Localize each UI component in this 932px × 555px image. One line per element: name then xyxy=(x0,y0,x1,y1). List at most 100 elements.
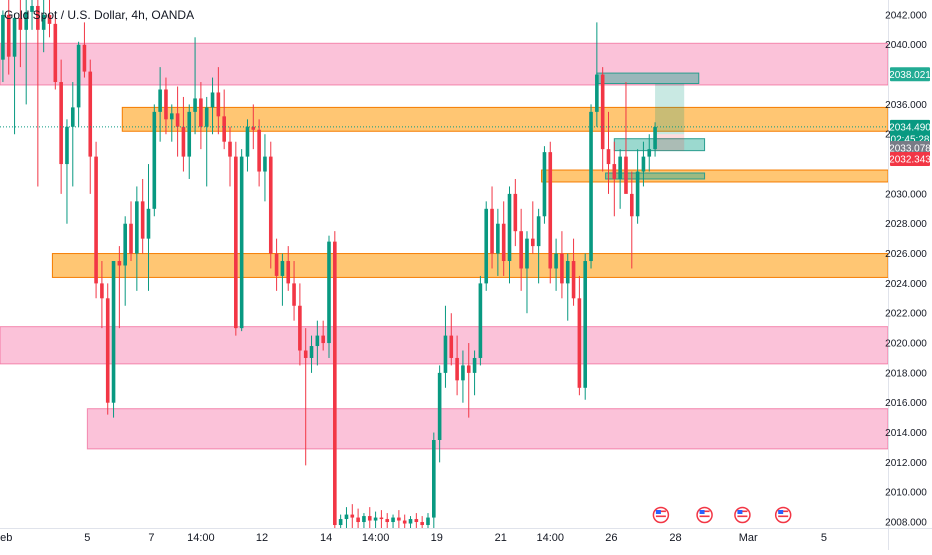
candle[interactable] xyxy=(6,0,11,75)
candle-body[interactable] xyxy=(70,107,75,127)
candle[interactable] xyxy=(583,253,588,400)
candle[interactable] xyxy=(30,0,34,30)
candle-body[interactable] xyxy=(298,305,302,351)
candle[interactable] xyxy=(397,510,401,528)
candle-body[interactable] xyxy=(53,23,58,83)
candle[interactable] xyxy=(228,126,232,187)
candle[interactable] xyxy=(513,178,518,247)
teal-box-2[interactable] xyxy=(605,172,706,180)
candle[interactable] xyxy=(612,141,617,217)
candle[interactable] xyxy=(175,86,180,157)
candle-body[interactable] xyxy=(65,126,69,165)
candle-body[interactable] xyxy=(484,208,489,284)
candle-body[interactable] xyxy=(525,238,529,269)
candle-body[interactable] xyxy=(12,17,17,57)
candle-body[interactable] xyxy=(507,193,512,262)
candle-body[interactable] xyxy=(577,298,582,388)
candle[interactable] xyxy=(1,10,5,83)
position-stop-area[interactable] xyxy=(655,134,685,151)
candle-body[interactable] xyxy=(59,82,63,165)
candle[interactable] xyxy=(449,313,454,366)
candle[interactable] xyxy=(507,186,512,284)
candle-body[interactable] xyxy=(239,156,244,329)
candle[interactable] xyxy=(629,171,634,269)
candle-body[interactable] xyxy=(385,519,390,523)
candle-body[interactable] xyxy=(100,283,104,299)
candle[interactable] xyxy=(41,0,46,53)
candle-body[interactable] xyxy=(513,193,518,232)
candle[interactable] xyxy=(647,134,652,172)
candle[interactable] xyxy=(385,513,390,528)
candle[interactable] xyxy=(199,82,203,150)
candle-body[interactable] xyxy=(152,111,157,209)
candle[interactable] xyxy=(379,510,384,528)
candle[interactable] xyxy=(303,328,308,466)
candle[interactable] xyxy=(624,82,628,194)
candle-body[interactable] xyxy=(542,152,547,217)
candle[interactable] xyxy=(309,335,314,373)
candle-body[interactable] xyxy=(600,74,605,150)
candle[interactable] xyxy=(187,104,192,179)
candle-body[interactable] xyxy=(123,223,127,266)
candle[interactable] xyxy=(105,283,110,415)
candle[interactable] xyxy=(251,104,256,150)
candle-body[interactable] xyxy=(268,156,273,254)
candle[interactable] xyxy=(210,77,215,135)
candle[interactable] xyxy=(292,261,296,321)
candle-body[interactable] xyxy=(222,116,226,142)
candle[interactable] xyxy=(216,67,221,135)
candle-body[interactable] xyxy=(210,92,215,108)
candle-body[interactable] xyxy=(536,216,541,247)
candle-body[interactable] xyxy=(158,89,162,112)
candle[interactable] xyxy=(263,134,267,202)
candle-body[interactable] xyxy=(164,89,168,120)
candle-body[interactable] xyxy=(41,14,46,30)
candle[interactable] xyxy=(181,96,186,172)
candle-body[interactable] xyxy=(30,5,34,12)
candle-body[interactable] xyxy=(426,517,430,526)
candle[interactable] xyxy=(234,141,238,336)
candle-body[interactable] xyxy=(274,253,279,276)
candle[interactable] xyxy=(76,41,81,127)
candle[interactable] xyxy=(257,119,261,187)
candle-body[interactable] xyxy=(228,141,232,157)
us-flag-event-icon[interactable] xyxy=(734,506,751,524)
candle[interactable] xyxy=(519,208,523,291)
candle-body[interactable] xyxy=(18,17,23,30)
candle-body[interactable] xyxy=(111,261,116,403)
candle-body[interactable] xyxy=(548,152,553,269)
candle[interactable] xyxy=(12,13,17,135)
candle-body[interactable] xyxy=(187,111,192,157)
candle-body[interactable] xyxy=(129,223,133,254)
candle-body[interactable] xyxy=(530,238,535,247)
candle[interactable] xyxy=(466,343,471,418)
candle-body[interactable] xyxy=(496,223,500,254)
candle[interactable] xyxy=(315,320,320,366)
candle[interactable] xyxy=(571,238,576,306)
candle-body[interactable] xyxy=(146,208,151,239)
candle[interactable] xyxy=(530,201,535,254)
candle[interactable] xyxy=(565,253,570,321)
orange-zone-1[interactable] xyxy=(121,106,889,132)
candle-body[interactable] xyxy=(560,253,564,284)
candle-body[interactable] xyxy=(571,261,576,299)
candle[interactable] xyxy=(286,246,291,291)
candle-body[interactable] xyxy=(420,522,424,526)
candle-body[interactable] xyxy=(432,440,436,518)
candle[interactable] xyxy=(367,507,372,528)
candle[interactable] xyxy=(344,507,349,528)
candle-body[interactable] xyxy=(333,241,337,526)
candle[interactable] xyxy=(94,141,98,299)
candle-body[interactable] xyxy=(321,335,325,344)
candle[interactable] xyxy=(554,238,558,291)
candle[interactable] xyxy=(36,0,40,187)
candle[interactable] xyxy=(117,246,122,329)
candle[interactable] xyxy=(298,283,302,366)
candle-body[interactable] xyxy=(490,208,494,254)
candle[interactable] xyxy=(420,516,424,528)
candle[interactable] xyxy=(443,305,448,388)
candle-body[interactable] xyxy=(641,156,646,172)
candle-body[interactable] xyxy=(36,5,40,30)
candle-body[interactable] xyxy=(624,156,628,194)
candle[interactable] xyxy=(169,104,174,142)
